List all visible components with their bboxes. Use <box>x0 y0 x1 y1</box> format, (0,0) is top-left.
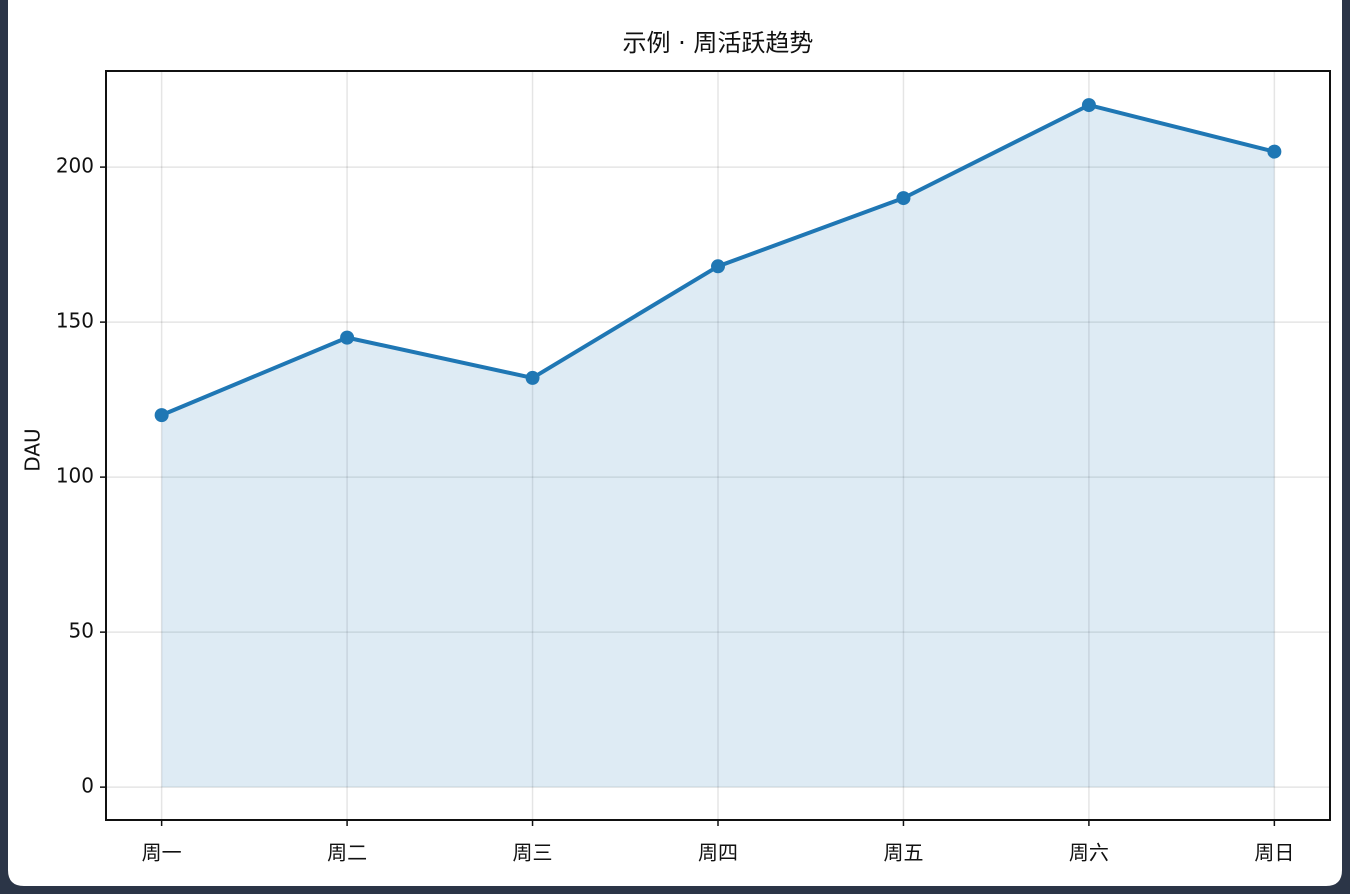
point <box>340 330 355 345</box>
x-tick-label: 周二 <box>327 841 367 865</box>
plot-frame <box>105 70 1331 821</box>
x-tick-label: 周一 <box>142 841 182 865</box>
point <box>711 259 725 274</box>
point <box>525 370 540 385</box>
point <box>1081 98 1096 113</box>
x-tick-label: 周日 <box>1254 841 1294 865</box>
point <box>154 408 169 423</box>
panel <box>8 0 1342 886</box>
point <box>1267 144 1282 159</box>
y-tick-label: 100 <box>56 464 94 488</box>
y-tick-label: 150 <box>56 309 94 333</box>
x-tick-label: 周四 <box>698 841 738 865</box>
y-tick-label: 0 <box>81 774 94 798</box>
y-tick-label: 200 <box>56 154 94 178</box>
x-tick-label: 周五 <box>883 841 923 865</box>
point <box>896 191 911 206</box>
x-tick-label: 周三 <box>513 841 553 865</box>
chart-title: 示例 · 周活跃趋势 <box>623 29 814 57</box>
y-tick-label: 50 <box>69 619 94 643</box>
y-axis-label: DAU <box>21 428 45 471</box>
area <box>161 105 1275 788</box>
x-tick-label: 周六 <box>1069 841 1109 865</box>
